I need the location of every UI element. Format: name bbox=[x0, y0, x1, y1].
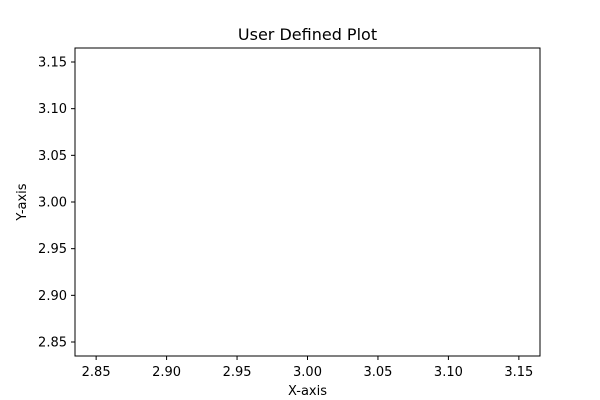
y-tick-label: 2.85 bbox=[38, 336, 67, 351]
x-tick-label: 2.85 bbox=[82, 365, 111, 380]
x-tick-label: 2.95 bbox=[223, 365, 252, 380]
y-tick-label: 2.90 bbox=[38, 289, 67, 304]
x-tick-label: 3.10 bbox=[434, 365, 463, 380]
y-tick-label: 3.00 bbox=[38, 196, 67, 211]
y-axis: 2.85 2.90 2.95 3.00 3.05 3.10 3.15 bbox=[38, 56, 75, 351]
axes-frame bbox=[74, 47, 541, 357]
x-axis: 2.85 2.90 2.95 3.00 3.05 3.10 3.15 bbox=[82, 356, 533, 380]
plot-area bbox=[74, 47, 541, 357]
y-tick-label: 3.05 bbox=[38, 149, 67, 164]
x-tick-label: 3.15 bbox=[504, 365, 533, 380]
x-axis-label: X-axis bbox=[288, 384, 327, 399]
y-tick-label: 2.95 bbox=[38, 242, 67, 257]
y-tick-label: 3.10 bbox=[38, 102, 67, 117]
y-axis-label: Y-axis bbox=[15, 183, 30, 221]
y-tick-label: 3.15 bbox=[38, 56, 67, 71]
x-tick-label: 3.05 bbox=[363, 365, 392, 380]
x-tick-label: 3.00 bbox=[293, 365, 322, 380]
chart-title: User Defined Plot bbox=[238, 25, 377, 44]
x-tick-label: 2.90 bbox=[152, 365, 181, 380]
